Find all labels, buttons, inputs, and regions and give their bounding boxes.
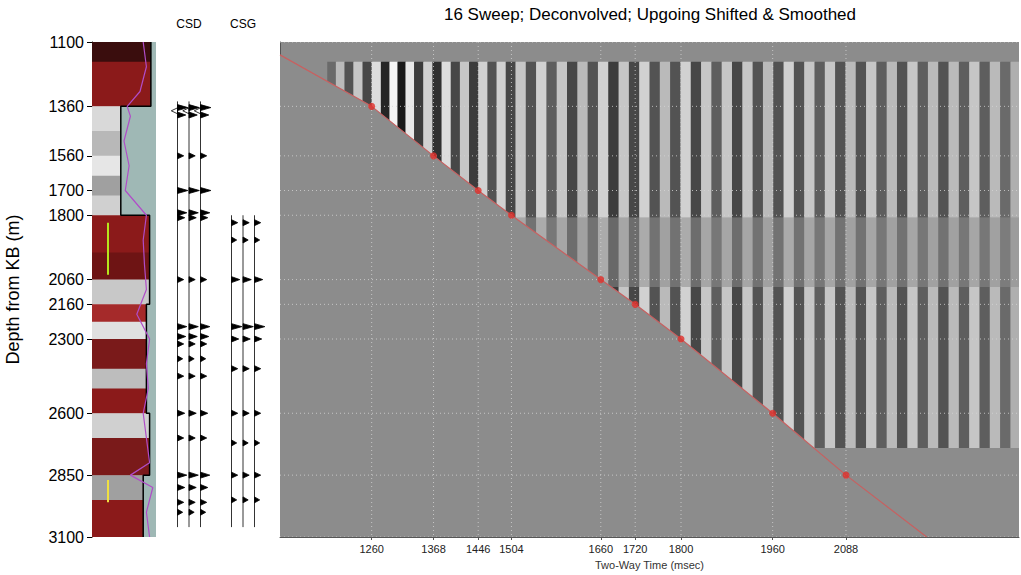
svg-text:1800: 1800 bbox=[669, 543, 693, 555]
svg-text:Two-Way Time (msec): Two-Way Time (msec) bbox=[595, 559, 704, 571]
svg-text:1504: 1504 bbox=[499, 543, 523, 555]
svg-text:2088: 2088 bbox=[834, 543, 858, 555]
svg-text:2160: 2160 bbox=[48, 296, 84, 313]
svg-text:2060: 2060 bbox=[48, 271, 84, 288]
svg-text:16 Sweep; Deconvolved; Upgoing: 16 Sweep; Deconvolved; Upgoing Shifted &… bbox=[444, 5, 856, 24]
svg-text:1100: 1100 bbox=[50, 34, 85, 51]
svg-text:1368: 1368 bbox=[421, 543, 445, 555]
svg-text:1720: 1720 bbox=[623, 543, 647, 555]
svg-text:1660: 1660 bbox=[589, 543, 613, 555]
svg-text:1960: 1960 bbox=[760, 543, 784, 555]
svg-text:1360: 1360 bbox=[48, 98, 84, 115]
svg-text:2300: 2300 bbox=[48, 331, 84, 348]
svg-text:1800: 1800 bbox=[48, 207, 84, 224]
svg-text:CSG: CSG bbox=[230, 17, 256, 31]
svg-text:2850: 2850 bbox=[48, 467, 84, 484]
svg-text:Depth from KB (m): Depth from KB (m) bbox=[3, 214, 23, 364]
svg-text:2600: 2600 bbox=[48, 405, 84, 422]
svg-text:1260: 1260 bbox=[359, 543, 383, 555]
svg-text:1700: 1700 bbox=[48, 182, 84, 199]
svg-text:CSD: CSD bbox=[176, 17, 202, 31]
svg-text:1560: 1560 bbox=[48, 147, 84, 164]
svg-text:3100: 3100 bbox=[48, 529, 84, 546]
svg-text:1446: 1446 bbox=[466, 543, 490, 555]
